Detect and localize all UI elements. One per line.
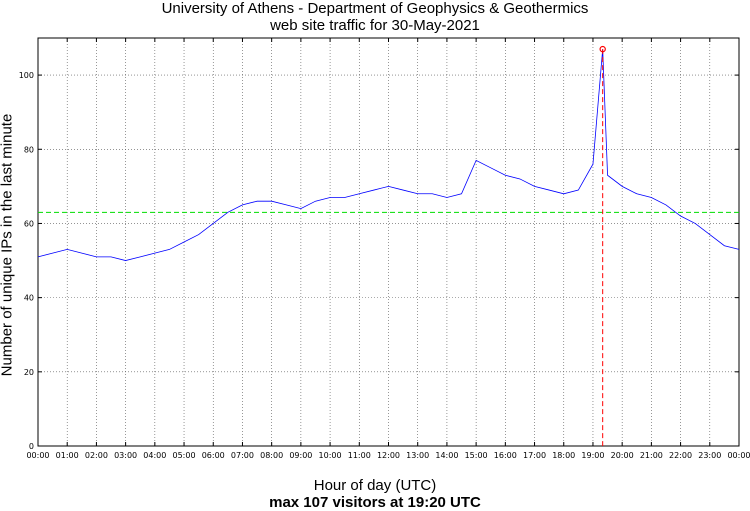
x-tick-label: 07:00 xyxy=(231,451,254,460)
y-tick-label: 20 xyxy=(24,368,34,377)
x-tick-label: 13:00 xyxy=(406,451,429,460)
max-marker-point xyxy=(599,45,606,53)
x-tick-label: 20:00 xyxy=(611,451,634,460)
x-tick-label: 17:00 xyxy=(523,451,546,460)
y-tick-label: 40 xyxy=(24,294,34,303)
x-tick-label: 19:00 xyxy=(581,451,604,460)
x-tick-label: 00:00 xyxy=(26,451,49,460)
chart-title: University of Athens - Department of Geo… xyxy=(161,0,589,17)
x-tick-label: 09:00 xyxy=(289,451,312,460)
y-tick-label: 80 xyxy=(24,145,34,154)
y-tick-label: 60 xyxy=(24,219,34,228)
x-tick-label: 00:00 xyxy=(727,451,750,460)
x-tick-label: 03:00 xyxy=(114,451,137,460)
x-tick-label: 23:00 xyxy=(698,451,721,460)
x-tick-label: 02:00 xyxy=(85,451,108,460)
traffic-series-line xyxy=(37,49,740,261)
y-tick-label: 0 xyxy=(29,442,34,451)
chart-subtitle: web site traffic for 30-May-2021 xyxy=(270,17,480,34)
x-tick-label: 08:00 xyxy=(260,451,283,460)
max-visitors-note: max 107 visitors at 19:20 UTC xyxy=(269,494,481,511)
x-tick-label: 21:00 xyxy=(640,451,663,460)
x-tick-label: 06:00 xyxy=(202,451,225,460)
x-tick-label: 22:00 xyxy=(669,451,692,460)
x-tick-label: 16:00 xyxy=(494,451,517,460)
x-tick-label: 01:00 xyxy=(56,451,79,460)
x-tick-label: 18:00 xyxy=(552,451,575,460)
x-tick-label: 15:00 xyxy=(465,451,488,460)
x-tick-label: 14:00 xyxy=(435,451,458,460)
x-tick-label: 11:00 xyxy=(348,451,371,460)
x-tick-label: 12:00 xyxy=(377,451,400,460)
x-tick-label: 05:00 xyxy=(173,451,196,460)
x-axis-label: Hour of day (UTC) xyxy=(313,477,437,494)
y-tick-label: 100 xyxy=(19,71,34,80)
x-tick-label: 10:00 xyxy=(319,451,342,460)
x-tick-label: 04:00 xyxy=(143,451,166,460)
